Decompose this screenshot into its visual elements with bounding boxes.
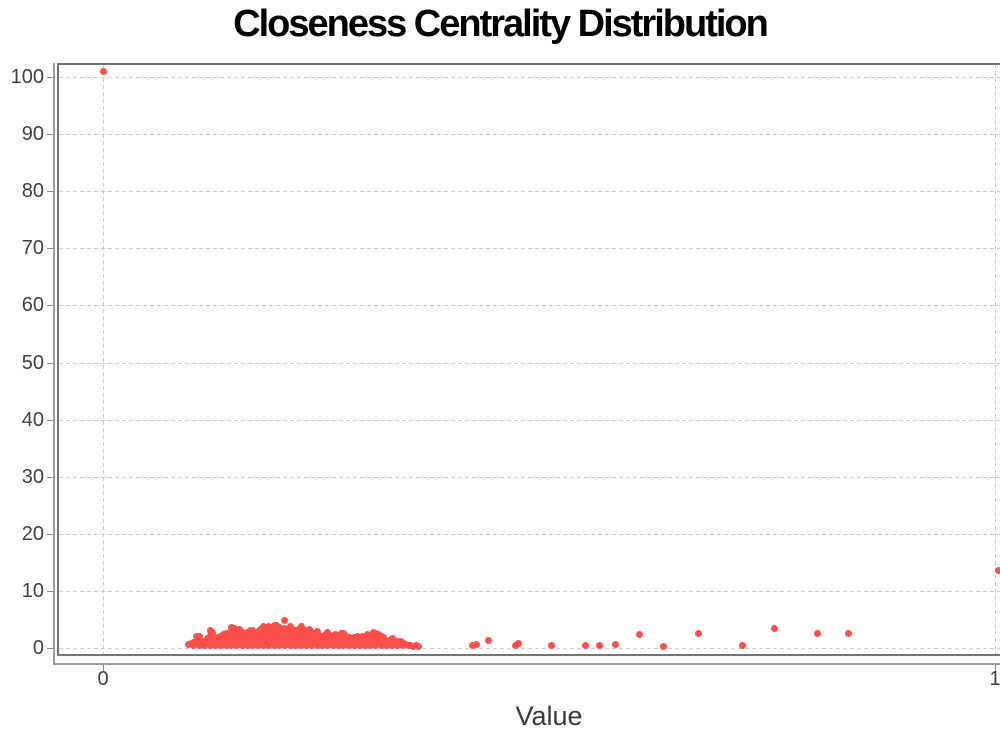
y-tick (47, 77, 53, 78)
x-tick (995, 665, 996, 671)
y-tick-label: 90 (21, 123, 44, 146)
y-tick (47, 305, 53, 307)
data-point (484, 636, 492, 644)
y-tick-label: 100 (10, 66, 44, 88)
gridline-h (59, 419, 1000, 421)
y-tick (47, 590, 53, 592)
y-tick-label: 0 (32, 637, 44, 659)
x-axis-title: Value (515, 701, 583, 731)
gridline-h (59, 533, 1000, 535)
gridline-h (59, 191, 1000, 193)
y-tick (47, 191, 53, 193)
data-point (813, 630, 821, 638)
y-tick (47, 648, 53, 649)
y-tick (47, 476, 53, 478)
plot-border (57, 63, 1000, 656)
y-tick (47, 248, 53, 250)
data-point (596, 642, 604, 650)
data-point (209, 628, 217, 636)
data-point (611, 641, 619, 649)
gridline-h (59, 248, 1000, 250)
data-point (582, 642, 590, 650)
y-tick-label: 50 (21, 351, 44, 374)
gridline-h (59, 476, 1000, 478)
y-tick (47, 419, 53, 421)
data-point (845, 630, 853, 638)
data-point (473, 641, 481, 649)
data-point (771, 625, 779, 633)
gridline-v (995, 64, 996, 656)
x-tick (103, 665, 104, 671)
y-tick-label: 80 (21, 180, 44, 203)
y-tick-label: 10 (21, 579, 44, 602)
y-axis-line (53, 63, 55, 665)
y-tick (47, 362, 53, 364)
data-point (468, 641, 476, 649)
chart-title: Closeness Centrality Distribution (233, 3, 769, 45)
gridline-h (59, 362, 1000, 364)
data-point (353, 633, 361, 641)
x-tick-label: 1 (989, 668, 1000, 690)
data-point (635, 630, 643, 638)
gridline-h (59, 305, 1000, 307)
y-tick-label: 60 (21, 294, 44, 317)
y-tick-label: 70 (21, 237, 44, 260)
x-tick-label: 0 (97, 668, 109, 690)
y-tick-label: 30 (21, 465, 44, 488)
y-tick-label: 40 (21, 408, 44, 431)
data-point (511, 642, 519, 650)
gridline-v (103, 64, 104, 656)
gridline-h (59, 134, 1000, 136)
gridline-h (59, 590, 1000, 592)
y-tick (47, 533, 53, 535)
data-point (195, 633, 203, 641)
data-point (548, 642, 556, 650)
gridline-h (59, 77, 1000, 78)
data-point (100, 67, 108, 75)
data-point (695, 630, 703, 638)
data-point (415, 642, 423, 650)
data-point (334, 633, 342, 641)
data-point (280, 617, 288, 625)
y-tick (47, 134, 53, 136)
data-point (739, 642, 747, 650)
data-point (515, 639, 523, 647)
data-point (995, 567, 1000, 575)
data-point (659, 642, 667, 650)
gridline-h (59, 648, 1000, 649)
data-point (380, 634, 388, 642)
x-axis-line (53, 663, 1000, 665)
data-point (313, 627, 321, 635)
y-tick-label: 20 (21, 522, 44, 545)
